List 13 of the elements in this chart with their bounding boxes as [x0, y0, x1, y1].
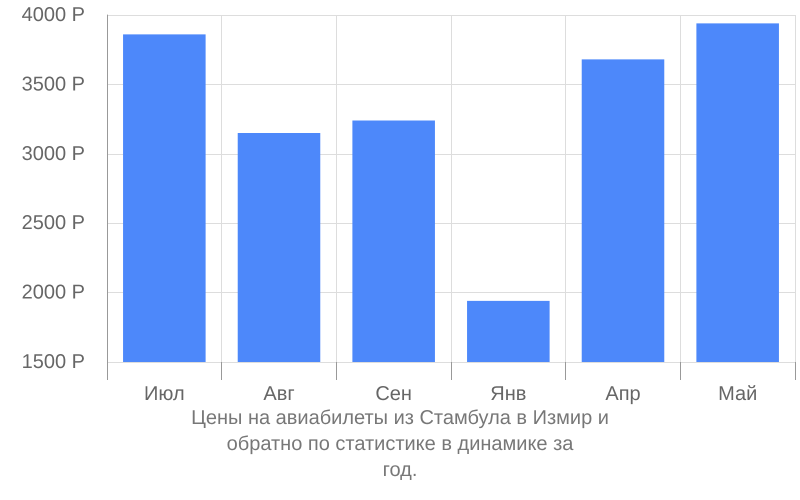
y-tick-label: 2500 Р — [22, 212, 85, 234]
x-tick-label: Авг — [263, 383, 295, 405]
text: Цены на авиабилеты из Стамбула в Измир и обратно по статистике в динамике за год. — [191, 407, 609, 481]
x-tick-label: Янв — [490, 383, 526, 405]
x-tick-label: Июл — [144, 383, 185, 405]
y-tick-label: 4000 Р — [22, 4, 85, 26]
x-tick-label: Апр — [605, 383, 641, 405]
x-tick-label: Сен — [375, 383, 412, 405]
y-tick-label: 2000 Р — [22, 282, 85, 304]
y-tick-label: 3500 Р — [22, 73, 85, 96]
x-tick-label: Май — [718, 383, 758, 405]
y-tick-label: 1500 Р — [22, 351, 85, 373]
y-tick-label: 3000 Р — [22, 142, 85, 165]
